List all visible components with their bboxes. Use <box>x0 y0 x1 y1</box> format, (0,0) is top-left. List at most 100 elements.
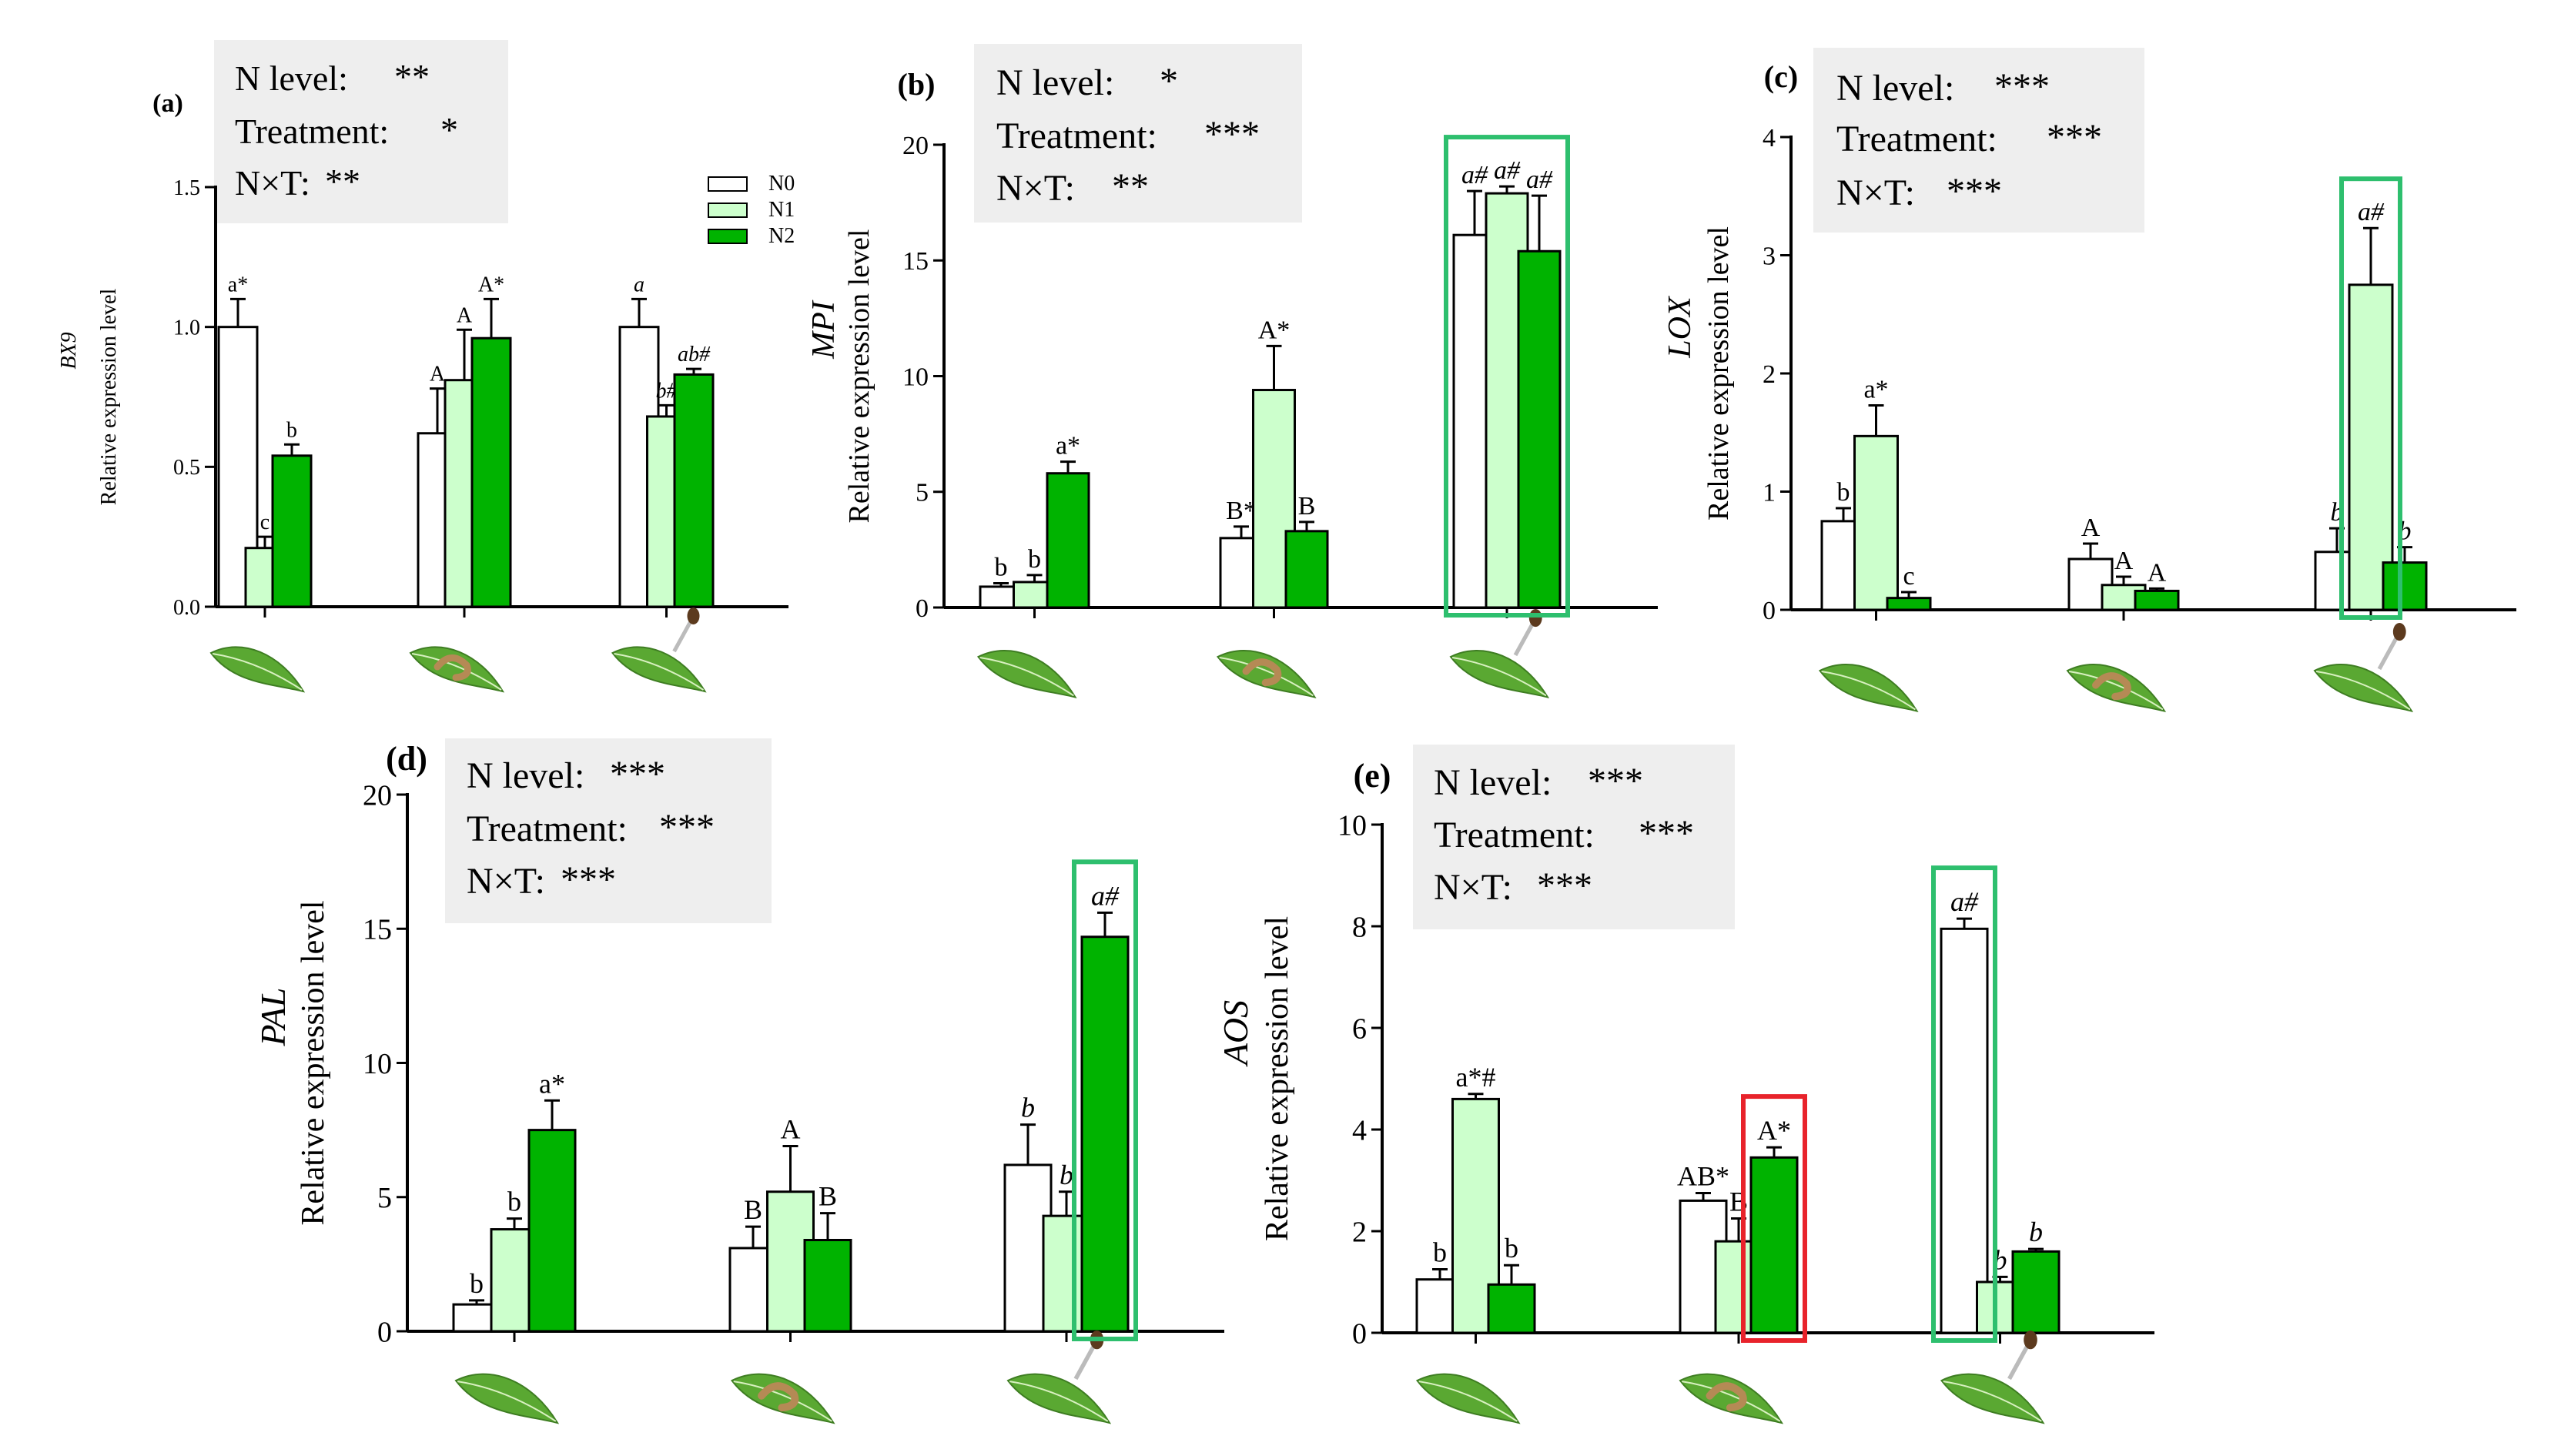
significance-letter: AB* <box>1677 1161 1729 1192</box>
legend-swatch-n2 <box>708 229 748 244</box>
stats-label: Treatment: <box>467 808 628 849</box>
stats-significance: *** <box>1947 171 2002 212</box>
bar-n0 <box>1940 927 1989 1334</box>
leaf-vein <box>212 653 303 691</box>
leaf-blade <box>409 646 505 693</box>
legend-swatch-n1 <box>708 203 748 218</box>
significance-letter: c <box>260 510 269 534</box>
y-tick-label: 20 <box>902 132 929 160</box>
y-tick-label: 5 <box>377 1182 392 1214</box>
panel-aos: N level: *** Treatment: *** N×T: *** (e) 0 2 4 6 8 1… <box>1216 745 2154 1424</box>
leaf-blade <box>454 1373 560 1424</box>
leaf-vein <box>1418 1381 1518 1422</box>
leaf-blade <box>1006 1373 1112 1424</box>
y-axis-label: Relative expression level <box>296 900 331 1225</box>
highlight-box <box>1931 865 1997 1343</box>
legend-label: N0 <box>768 172 795 196</box>
leaf-icon <box>976 650 1077 699</box>
y-tick-label: 3 <box>1763 242 1776 270</box>
highlight-box <box>1072 859 1138 1341</box>
significance-letter: b <box>1021 1093 1035 1123</box>
stats-label: N level: <box>235 59 348 98</box>
leaf-blade <box>1415 1373 1521 1424</box>
bar-n2 <box>271 454 313 608</box>
significance-letter: B <box>744 1194 762 1225</box>
caterpillar-body <box>434 654 471 681</box>
y-tick-label: 0 <box>1763 597 1776 625</box>
stats-box <box>214 40 508 223</box>
y-axis-label: Relative expression level <box>843 229 875 524</box>
stats-significance: * <box>440 110 458 149</box>
leaf-blade <box>976 650 1077 699</box>
leaf-blade <box>2313 664 2414 713</box>
y-tick-label: 0 <box>377 1316 392 1348</box>
gene-label: BX9 <box>57 332 81 369</box>
highlight-box <box>1741 1094 1807 1343</box>
panel-lox: N level: *** Treatment: *** N×T: *** (c) 0 1 2 3 4 R… <box>1662 48 2516 713</box>
bar-n2 <box>1046 472 1090 609</box>
leaf-vein <box>457 1381 557 1422</box>
significance-letter: a# <box>1526 166 1553 194</box>
significance-letter: a# <box>1461 161 1488 189</box>
stats-label: N×T: <box>996 168 1075 209</box>
significance-letter: A* <box>1258 316 1291 344</box>
leaf-with-dropper-icon <box>611 608 707 693</box>
bar-n2 <box>470 336 512 608</box>
stats-label: N×T: <box>235 163 310 203</box>
y-tick-label: 2 <box>1763 360 1776 389</box>
highlight-box <box>2339 176 2402 620</box>
leaf-blade <box>1818 664 1919 713</box>
bar-n1 <box>1252 389 1296 609</box>
leaf-icon <box>454 1373 560 1424</box>
caterpillar-body <box>758 1382 799 1412</box>
leaf-vein <box>979 657 1074 697</box>
y-axis-label: Relative expression level <box>1260 916 1295 1241</box>
gene-label: AOS <box>1216 1000 1255 1067</box>
leaf-with-caterpillar-icon <box>1216 650 1317 699</box>
significance-letter: a# <box>1091 880 1120 911</box>
leaf-vein <box>1682 1381 1781 1422</box>
significance-letter: b <box>995 553 1008 581</box>
significance-letter: b <box>1060 1160 1073 1190</box>
y-tick-label: 10 <box>902 363 929 391</box>
stats-label: Treatment: <box>1836 119 1997 159</box>
leaf-vein <box>2068 671 2164 711</box>
y-tick-label: 0 <box>916 594 929 623</box>
stats-significance: * <box>1160 61 1178 102</box>
stats-box <box>445 738 772 923</box>
significance-letter: ab# <box>678 343 711 367</box>
significance-letter: b <box>507 1187 521 1217</box>
y-tick-label: 0 <box>1352 1317 1367 1350</box>
legend-label: N2 <box>768 224 795 248</box>
significance-letter: a* <box>1863 375 1888 403</box>
stats-significance: *** <box>1537 865 1592 906</box>
y-tick-label: 10 <box>363 1048 392 1080</box>
y-axis-label: Relative expression level <box>1702 226 1735 520</box>
panel-bx9: N level: **Treatment: *N×T: **(a)0.00.51.01… <box>57 40 795 693</box>
y-tick-label: 8 <box>1352 911 1367 943</box>
stats-significance: ** <box>325 162 360 201</box>
legend-label: N1 <box>768 198 795 222</box>
significance-letter: B <box>1298 492 1316 520</box>
stats-significance: *** <box>1639 813 1694 854</box>
significance-letter: A <box>2081 514 2101 542</box>
stats-significance: *** <box>1588 761 1643 802</box>
leaf-icon <box>1415 1373 1521 1424</box>
significance-letter: a* <box>228 273 248 296</box>
stats-label: N×T: <box>1836 172 1915 213</box>
stats-box <box>1813 48 2144 233</box>
y-tick-label: 4 <box>1763 124 1776 152</box>
stats-label: Treatment: <box>1434 815 1595 855</box>
bar-n2 <box>1517 249 1562 609</box>
significance-letter: A <box>2114 547 2134 575</box>
dropper-bulb <box>2392 623 2406 641</box>
y-tick-label: 15 <box>902 247 929 276</box>
leaf-blade <box>1449 650 1550 699</box>
bar-n1 <box>1853 434 1899 611</box>
y-tick-label: 5 <box>916 479 929 507</box>
dropper-tube <box>1513 621 1535 657</box>
leaf-blade <box>1216 650 1317 699</box>
gene-label: PAL <box>253 988 293 1047</box>
y-axis-label: Relative expression level <box>97 289 121 506</box>
